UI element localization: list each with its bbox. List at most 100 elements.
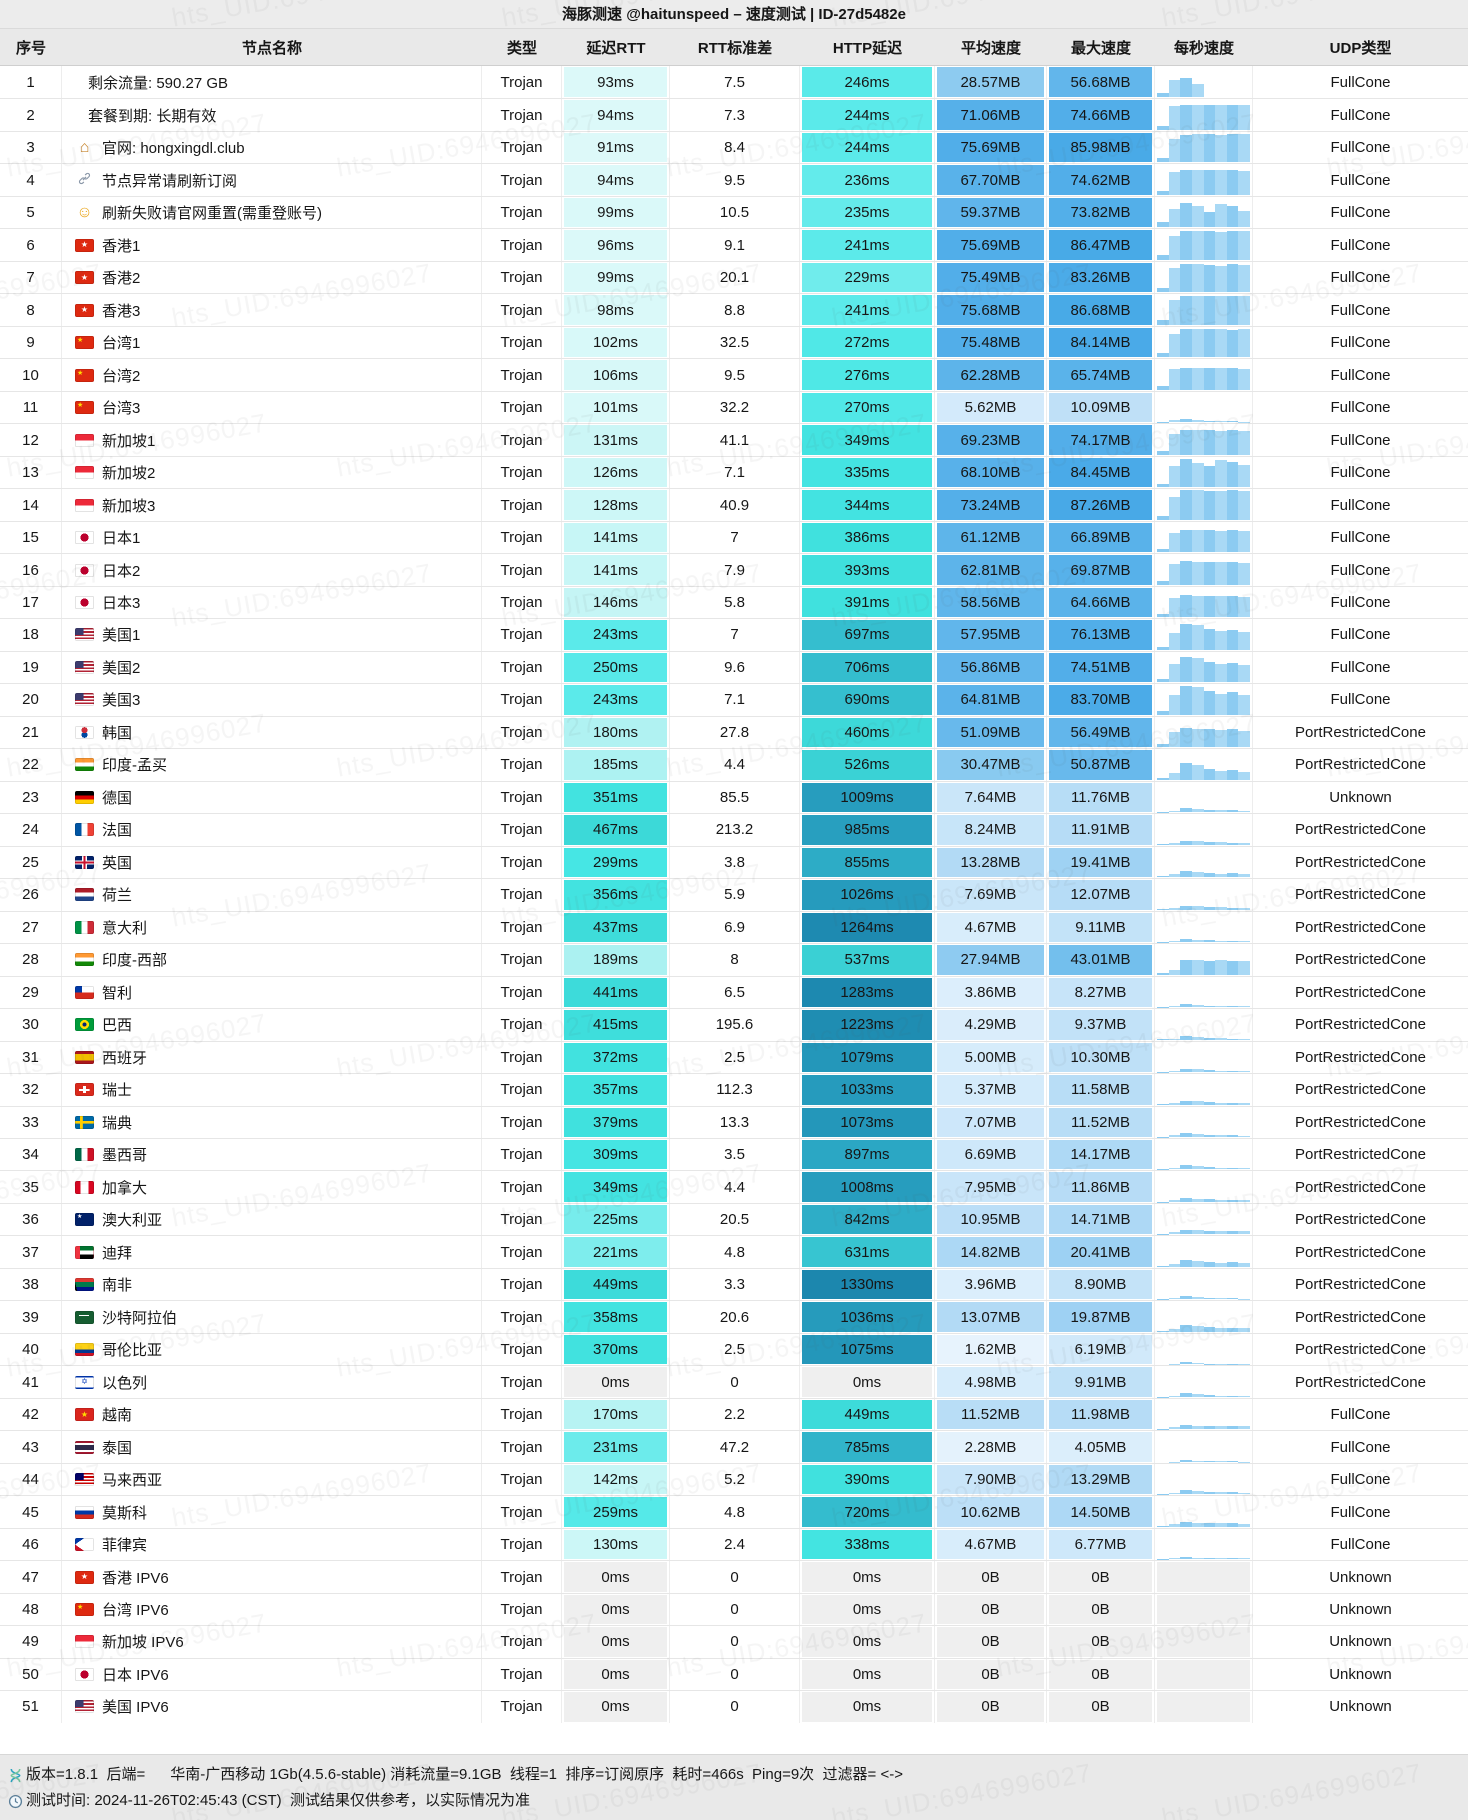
row-number: 14 <box>0 489 62 521</box>
table-row: 51 美国 IPV6 Trojan 0ms 0 0ms 0B 0B Unknown <box>0 1690 1468 1723</box>
spark-bar <box>1168 874 1181 878</box>
table-row: 26 荷兰 Trojan 356ms 5.9 1026ms 7.69MB 12.07MB Por… <box>0 878 1468 911</box>
spark-bar <box>1157 222 1169 228</box>
table-row: 33 瑞典 Trojan 379ms 13.3 1073ms 7.07MB 11.52MB Po… <box>0 1105 1468 1138</box>
rtt-std-cell: 7.1 <box>670 456 800 489</box>
row-number: 34 <box>0 1138 62 1171</box>
flag-icon-ca <box>75 1180 94 1194</box>
speed-sparkline-cell <box>1155 456 1253 489</box>
speed-sparkline-cell <box>1155 1366 1253 1398</box>
speed-sparkline <box>1157 328 1250 358</box>
spark-bar <box>1180 939 1192 943</box>
max-speed-cell: 13.29MB <box>1047 1463 1155 1496</box>
node-name: 节点异常请刷新订阅 <box>102 172 238 190</box>
speed-sparkline <box>1157 718 1250 748</box>
rtt-std-cell: 8.8 <box>670 294 800 326</box>
speed-sparkline <box>1157 1660 1250 1689</box>
row-number: 17 <box>0 586 62 619</box>
row-number: 24 <box>0 814 62 846</box>
speed-sparkline-cell <box>1155 521 1253 554</box>
row-number: 45 <box>0 1496 62 1528</box>
avg-speed-cell: 75.48MB <box>935 326 1047 359</box>
dna-icon <box>8 1768 26 1783</box>
speed-sparkline <box>1157 880 1250 910</box>
rtt-cell: 128ms <box>562 489 670 521</box>
node-name-cell: 墨西哥 <box>62 1138 482 1171</box>
spark-bar <box>1191 1363 1204 1365</box>
node-type: Trojan <box>482 944 562 976</box>
speed-sparkline-cell <box>1155 99 1253 131</box>
table-row: 13 新加坡2 Trojan 126ms 7.1 335ms 68.10MB 84.45MB F… <box>0 455 1468 489</box>
udp-type-cell: PortRestrictedCone <box>1295 1243 1426 1261</box>
http-latency-cell: 1033ms <box>800 1074 935 1106</box>
http-latency-cell: 631ms <box>800 1236 935 1268</box>
rtt-cell: 94ms <box>562 99 670 131</box>
rtt-cell: 0ms <box>562 1691 670 1723</box>
spark-bar <box>1180 295 1192 325</box>
node-name-cell: 意大利 <box>62 911 482 944</box>
max-speed-cell: 73.82MB <box>1047 196 1155 229</box>
speed-sparkline <box>1157 133 1250 163</box>
spark-bar <box>1238 1396 1250 1397</box>
max-speed-cell: 69.87MB <box>1047 554 1155 586</box>
udp-type-cell: FullCone <box>1330 1503 1391 1521</box>
spark-bar <box>1238 265 1250 293</box>
column-header-5: HTTP延迟 <box>832 39 903 57</box>
node-name: 美国1 <box>102 627 141 645</box>
avg-speed-cell: 10.62MB <box>935 1496 1047 1528</box>
spark-bar <box>1191 871 1204 878</box>
spark-bar <box>1191 841 1204 845</box>
speed-sparkline-cell <box>1155 164 1253 196</box>
table-row: 15 日本1 Trojan 141ms 7 386ms 61.12MB 66.89MB Full… <box>0 520 1468 554</box>
spark-bar <box>1180 78 1192 98</box>
speed-sparkline <box>1157 1108 1250 1137</box>
spark-bar <box>1215 1492 1227 1495</box>
spark-bar <box>1157 320 1169 325</box>
table-row: 20 美国3 Trojan 243ms 7.1 690ms 64.81MB 83.70MB Fu… <box>0 683 1468 716</box>
spark-bar <box>1203 729 1216 748</box>
udp-type-cell: FullCone <box>1330 171 1391 189</box>
avg-speed-cell: 0B <box>935 1626 1047 1658</box>
spark-bar <box>1215 104 1227 130</box>
speed-sparkline-cell <box>1155 1009 1253 1041</box>
http-latency-cell: 1264ms <box>800 911 935 944</box>
spark-bar <box>1168 1135 1181 1137</box>
node-name-cell: 新加坡 IPV6 <box>62 1626 482 1658</box>
rtt-std-cell: 9.5 <box>670 164 800 196</box>
flag-icon-au: ★ <box>75 1213 94 1227</box>
http-latency-cell: 706ms <box>800 651 935 684</box>
udp-type-cell: PortRestrictedCone <box>1295 983 1426 1001</box>
avg-speed-cell: 0B <box>935 1561 1047 1593</box>
table-row: 28 印度-西部 Trojan 189ms 8 537ms 27.94MB 43.01MB Po… <box>0 943 1468 976</box>
spark-bar <box>1180 529 1192 553</box>
speed-sparkline-cell <box>1155 1496 1253 1528</box>
row-number: 35 <box>0 1171 62 1203</box>
row-number: 29 <box>0 976 62 1009</box>
max-speed-cell: 56.68MB <box>1047 66 1155 99</box>
avg-speed-cell: 64.81MB <box>935 684 1047 716</box>
spark-bar <box>1157 581 1169 585</box>
flag-icon-de <box>75 790 94 804</box>
spark-bar <box>1191 419 1204 423</box>
speed-sparkline-cell <box>1155 1333 1253 1366</box>
spark-bar <box>1226 1557 1239 1560</box>
spark-bar <box>1191 329 1204 358</box>
node-name-cell: 印度-孟买 <box>62 749 482 781</box>
speed-sparkline-cell <box>1155 684 1253 716</box>
spark-bar <box>1157 1428 1169 1430</box>
speed-sparkline-cell <box>1155 814 1253 846</box>
footer-meta-text: 版本=1.8.1 后端= 华南-广西移动 1Gb(4.5.6-stable) 消… <box>26 1766 903 1783</box>
avg-speed-cell: 57.95MB <box>935 619 1047 651</box>
spark-bar <box>1203 596 1216 618</box>
speed-sparkline-cell <box>1155 944 1253 976</box>
http-latency-cell: 390ms <box>800 1463 935 1496</box>
row-number: 49 <box>0 1626 62 1658</box>
spark-bar <box>1191 170 1204 195</box>
row-number: 11 <box>0 391 62 424</box>
spark-bar <box>1238 134 1250 163</box>
speed-sparkline <box>1157 490 1250 520</box>
spark-bar <box>1180 230 1192 260</box>
table-row: 27 意大利 Trojan 437ms 6.9 1264ms 4.67MB 9.11MB Por… <box>0 910 1468 944</box>
avg-speed-cell: 59.37MB <box>935 196 1047 229</box>
row-number: 21 <box>0 716 62 749</box>
